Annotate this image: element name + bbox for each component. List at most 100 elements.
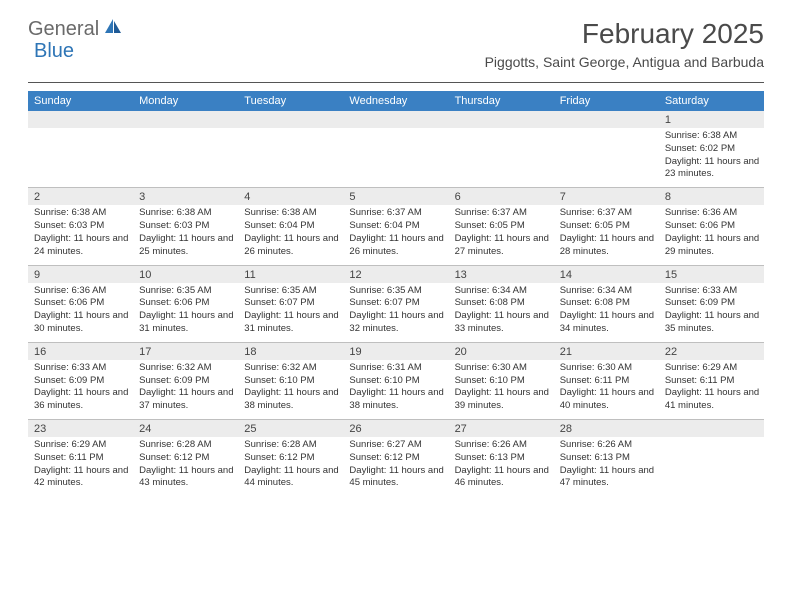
- sunset-text: Sunset: 6:11 PM: [560, 375, 655, 388]
- daylight-text: Daylight: 11 hours and 28 minutes.: [560, 233, 655, 259]
- sunset-text: Sunset: 6:10 PM: [455, 375, 550, 388]
- dayname-monday: Monday: [133, 91, 238, 111]
- logo: General: [28, 18, 125, 41]
- sunrise-text: Sunrise: 6:29 AM: [665, 362, 760, 375]
- sunrise-text: Sunrise: 6:35 AM: [244, 285, 339, 298]
- daylight-text: Daylight: 11 hours and 27 minutes.: [455, 233, 550, 259]
- logo-sail-icon: [103, 17, 123, 40]
- daylight-text: Daylight: 11 hours and 37 minutes.: [139, 387, 234, 413]
- weeks-container: 1Sunrise: 6:38 AMSunset: 6:02 PMDaylight…: [28, 111, 764, 496]
- day-number: 27: [449, 420, 554, 437]
- header: General February 2025 Piggotts, Saint Ge…: [0, 0, 792, 78]
- sunrise-text: Sunrise: 6:37 AM: [455, 207, 550, 220]
- day-cell: Sunrise: 6:36 AMSunset: 6:06 PMDaylight:…: [28, 283, 133, 343]
- sunset-text: Sunset: 6:12 PM: [139, 452, 234, 465]
- day-cell: Sunrise: 6:34 AMSunset: 6:08 PMDaylight:…: [554, 283, 659, 343]
- sunset-text: Sunset: 6:03 PM: [139, 220, 234, 233]
- sunrise-text: Sunrise: 6:36 AM: [34, 285, 129, 298]
- daylight-text: Daylight: 11 hours and 33 minutes.: [455, 310, 550, 336]
- daylight-text: Daylight: 11 hours and 36 minutes.: [34, 387, 129, 413]
- day-number: 15: [659, 266, 764, 283]
- dayname-row: Sunday Monday Tuesday Wednesday Thursday…: [28, 91, 764, 111]
- day-cell: [554, 128, 659, 188]
- dayname-thursday: Thursday: [449, 91, 554, 111]
- sunset-text: Sunset: 6:10 PM: [244, 375, 339, 388]
- sunrise-text: Sunrise: 6:32 AM: [244, 362, 339, 375]
- day-number: [659, 420, 764, 437]
- day-cell: Sunrise: 6:38 AMSunset: 6:03 PMDaylight:…: [133, 205, 238, 265]
- day-cell: Sunrise: 6:28 AMSunset: 6:12 PMDaylight:…: [238, 437, 343, 496]
- day-number: 10: [133, 266, 238, 283]
- daylight-text: Daylight: 11 hours and 41 minutes.: [665, 387, 760, 413]
- sunrise-text: Sunrise: 6:28 AM: [139, 439, 234, 452]
- day-cell: [28, 128, 133, 188]
- sunrise-text: Sunrise: 6:31 AM: [349, 362, 444, 375]
- day-number: 12: [343, 266, 448, 283]
- sunrise-text: Sunrise: 6:35 AM: [349, 285, 444, 298]
- daylight-text: Daylight: 11 hours and 44 minutes.: [244, 465, 339, 491]
- sunrise-text: Sunrise: 6:30 AM: [455, 362, 550, 375]
- page-title: February 2025: [485, 18, 764, 50]
- day-number: [238, 111, 343, 128]
- week-daynum-row: 16171819202122: [28, 343, 764, 360]
- daylight-text: Daylight: 11 hours and 40 minutes.: [560, 387, 655, 413]
- sunrise-text: Sunrise: 6:38 AM: [139, 207, 234, 220]
- week-daynum-row: 1: [28, 111, 764, 128]
- day-cell: Sunrise: 6:30 AMSunset: 6:10 PMDaylight:…: [449, 360, 554, 420]
- sunrise-text: Sunrise: 6:38 AM: [34, 207, 129, 220]
- day-cell: Sunrise: 6:29 AMSunset: 6:11 PMDaylight:…: [659, 360, 764, 420]
- day-cell: Sunrise: 6:35 AMSunset: 6:07 PMDaylight:…: [238, 283, 343, 343]
- daylight-text: Daylight: 11 hours and 30 minutes.: [34, 310, 129, 336]
- sunrise-text: Sunrise: 6:27 AM: [349, 439, 444, 452]
- sunset-text: Sunset: 6:12 PM: [244, 452, 339, 465]
- day-number: 22: [659, 343, 764, 360]
- calendar: Sunday Monday Tuesday Wednesday Thursday…: [28, 91, 764, 496]
- sunset-text: Sunset: 6:07 PM: [244, 297, 339, 310]
- daylight-text: Daylight: 11 hours and 47 minutes.: [560, 465, 655, 491]
- sunrise-text: Sunrise: 6:33 AM: [665, 285, 760, 298]
- day-number: 5: [343, 188, 448, 205]
- sunrise-text: Sunrise: 6:37 AM: [349, 207, 444, 220]
- daylight-text: Daylight: 11 hours and 45 minutes.: [349, 465, 444, 491]
- sunrise-text: Sunrise: 6:26 AM: [455, 439, 550, 452]
- sunset-text: Sunset: 6:10 PM: [349, 375, 444, 388]
- day-number: 28: [554, 420, 659, 437]
- day-number: [28, 111, 133, 128]
- sunrise-text: Sunrise: 6:26 AM: [560, 439, 655, 452]
- daylight-text: Daylight: 11 hours and 38 minutes.: [349, 387, 444, 413]
- sunrise-text: Sunrise: 6:34 AM: [560, 285, 655, 298]
- daylight-text: Daylight: 11 hours and 42 minutes.: [34, 465, 129, 491]
- day-number: 25: [238, 420, 343, 437]
- day-number: 7: [554, 188, 659, 205]
- logo-text-blue: Blue: [34, 40, 74, 63]
- day-cell: [238, 128, 343, 188]
- day-cell: Sunrise: 6:32 AMSunset: 6:10 PMDaylight:…: [238, 360, 343, 420]
- day-number: [449, 111, 554, 128]
- sunrise-text: Sunrise: 6:36 AM: [665, 207, 760, 220]
- day-cell: Sunrise: 6:37 AMSunset: 6:05 PMDaylight:…: [554, 205, 659, 265]
- day-cell: [659, 437, 764, 496]
- sunrise-text: Sunrise: 6:35 AM: [139, 285, 234, 298]
- day-cell: Sunrise: 6:32 AMSunset: 6:09 PMDaylight:…: [133, 360, 238, 420]
- day-number: 13: [449, 266, 554, 283]
- sunrise-text: Sunrise: 6:38 AM: [665, 130, 760, 143]
- week-daynum-row: 9101112131415: [28, 266, 764, 283]
- daylight-text: Daylight: 11 hours and 31 minutes.: [244, 310, 339, 336]
- day-number: 16: [28, 343, 133, 360]
- daylight-text: Daylight: 11 hours and 25 minutes.: [139, 233, 234, 259]
- day-cell: Sunrise: 6:33 AMSunset: 6:09 PMDaylight:…: [659, 283, 764, 343]
- sunset-text: Sunset: 6:08 PM: [455, 297, 550, 310]
- daylight-text: Daylight: 11 hours and 34 minutes.: [560, 310, 655, 336]
- day-number: 17: [133, 343, 238, 360]
- day-number: 18: [238, 343, 343, 360]
- sunrise-text: Sunrise: 6:33 AM: [34, 362, 129, 375]
- sunset-text: Sunset: 6:04 PM: [349, 220, 444, 233]
- day-cell: Sunrise: 6:35 AMSunset: 6:06 PMDaylight:…: [133, 283, 238, 343]
- sunset-text: Sunset: 6:11 PM: [665, 375, 760, 388]
- sunrise-text: Sunrise: 6:34 AM: [455, 285, 550, 298]
- week-daynum-row: 2345678: [28, 188, 764, 205]
- day-number: 11: [238, 266, 343, 283]
- dayname-saturday: Saturday: [659, 91, 764, 111]
- day-number: 1: [659, 111, 764, 128]
- day-number: 20: [449, 343, 554, 360]
